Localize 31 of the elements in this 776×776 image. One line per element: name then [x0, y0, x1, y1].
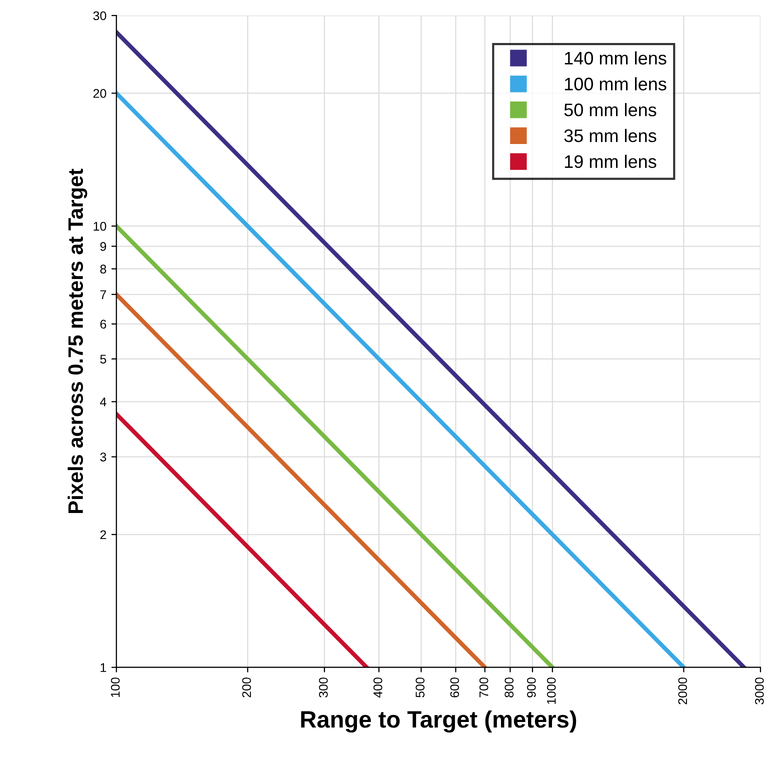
x-tick-label: 700 — [479, 678, 488, 698]
y-tick-label: 5 — [100, 354, 106, 364]
y-tick-label: 20 — [93, 89, 106, 98]
x-tick-label: 2000 — [678, 678, 688, 704]
x-tick-label: 600 — [450, 678, 460, 698]
x-tick-label: 400 — [373, 678, 382, 698]
x-tick-label: 200 — [242, 678, 252, 698]
x-tick-label: 1000 — [546, 678, 556, 704]
y-tick-label: 6 — [100, 320, 106, 329]
y-tick-label: 10 — [94, 222, 106, 231]
legend-label: 50 mm lens — [564, 103, 656, 116]
x-tick-label: 300 — [318, 678, 328, 698]
y-tick-label: 2 — [100, 530, 106, 540]
legend-label: 140 mm lens — [564, 51, 666, 65]
x-tick-label: 800 — [504, 678, 514, 698]
x-axis-title: Range to Target (meters) — [301, 710, 576, 733]
y-tick-label: 7 — [100, 290, 106, 299]
x-tick-label: 3000 — [754, 678, 764, 704]
y-axis-title: Pixels across 0.75 meters at Target — [68, 168, 88, 513]
x-tick-label: 500 — [416, 678, 425, 698]
y-tick-label: 8 — [100, 264, 106, 274]
y-tick-label: 3 — [100, 452, 106, 462]
x-tick-label: 100 — [110, 678, 120, 697]
legend-label: 35 mm lens — [564, 128, 656, 142]
y-tick-label: 1 — [100, 663, 106, 672]
legend-label: 19 mm lens — [564, 154, 656, 168]
legend-label: 100 mm lens — [564, 77, 666, 90]
y-tick-label: 4 — [100, 398, 106, 406]
x-tick-label: 900 — [526, 678, 536, 698]
y-tick-label: 9 — [100, 242, 106, 251]
y-tick-label: 30 — [93, 11, 106, 20]
